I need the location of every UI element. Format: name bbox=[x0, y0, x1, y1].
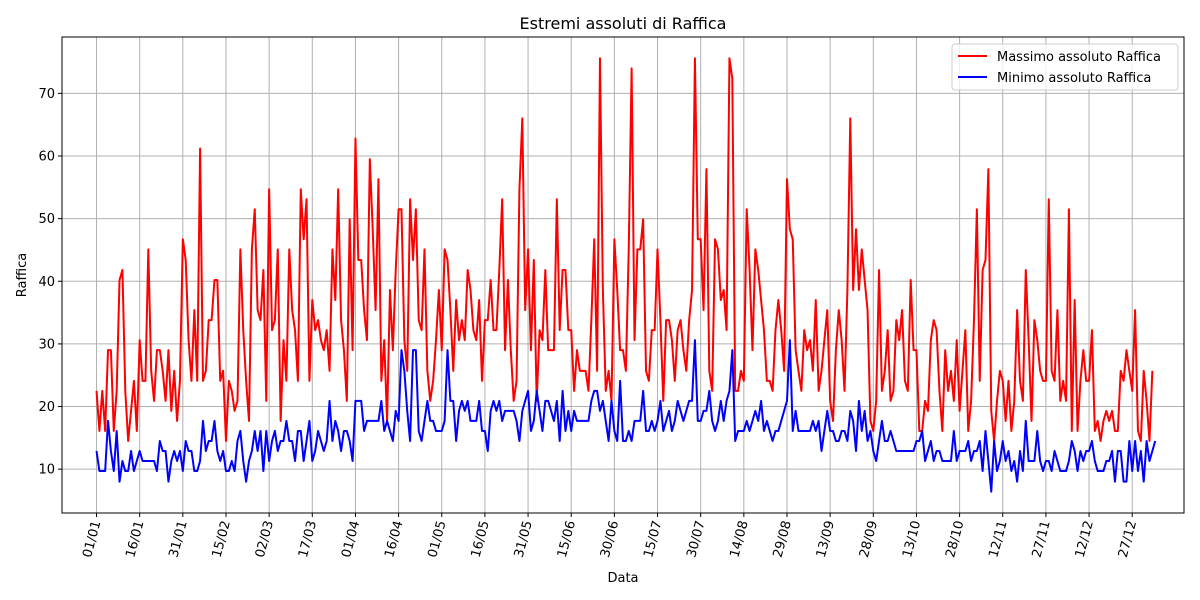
legend-box bbox=[951, 43, 1179, 91]
series-line-max bbox=[95, 57, 1154, 442]
y-tick-label: 10 bbox=[38, 463, 55, 478]
series-line-min bbox=[95, 339, 1157, 493]
chart-title: Estremi assoluti di Raffica bbox=[520, 14, 727, 33]
y-tick-label: 40 bbox=[38, 275, 55, 290]
legend-label-min: Minimo assoluto Raffica bbox=[997, 71, 1151, 86]
y-tick-label: 30 bbox=[38, 337, 55, 352]
y-tick-label: 50 bbox=[38, 212, 55, 227]
y-axis-ticks: 10 20 30 40 50 60 70 bbox=[38, 87, 62, 478]
x-axis-label: Data bbox=[607, 571, 638, 586]
series-layer bbox=[95, 57, 1157, 493]
y-tick-label: 20 bbox=[38, 400, 55, 415]
y-tick-label: 70 bbox=[38, 87, 55, 102]
legend: Massimo assoluto Raffica Minimo assoluto… bbox=[951, 43, 1179, 91]
legend-label-max: Massimo assoluto Raffica bbox=[997, 50, 1161, 65]
y-axis-label: Raffica bbox=[15, 253, 30, 297]
y-tick-label: 60 bbox=[38, 150, 55, 165]
plot-area-frame bbox=[61, 36, 1185, 514]
